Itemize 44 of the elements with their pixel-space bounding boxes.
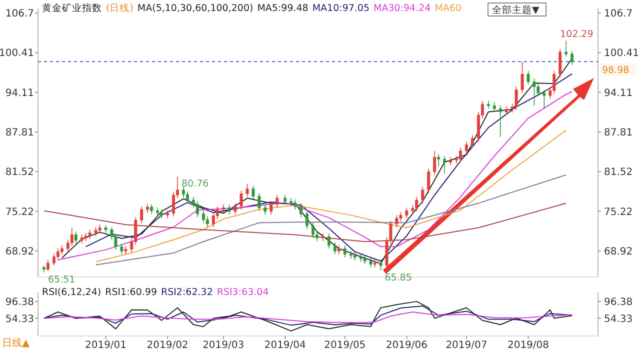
series-label: RSI1:60.99 — [105, 287, 157, 298]
annotation: 全部主题▼ — [492, 4, 540, 16]
y-tick-label: 106.7 — [5, 8, 34, 20]
y2-tick-label: 81.52 — [604, 167, 633, 178]
y-tick-label: 68.92 — [5, 246, 34, 258]
y2-tick-label: 96.38 — [604, 296, 633, 308]
x-tick-label: 2019/03 — [202, 340, 244, 350]
series-label: RSI2:62.32 — [160, 287, 213, 298]
y2-tick-label: 68.92 — [604, 246, 633, 258]
x-tick-label: 2019/06 — [386, 340, 428, 350]
y2-tick-label: 54.33 — [604, 314, 633, 325]
x-tick-label: 2019/07 — [446, 340, 488, 350]
ref-line-label: 98.98 — [602, 65, 630, 76]
y-tick-label: 75.22 — [5, 206, 34, 218]
x-tick-label: 2019/04 — [264, 340, 306, 350]
y-tick-label: 94.11 — [5, 88, 34, 99]
y-tick-label: 81.52 — [5, 167, 34, 178]
annotation: MA(5,10,30,60,100,200) — [137, 3, 254, 14]
y-tick-label: 100.41 — [0, 48, 34, 60]
x-tick-label: 2019/02 — [146, 340, 188, 350]
chart-title: 黄金矿业指数 — [42, 2, 102, 14]
annotation: 102.29 — [560, 28, 594, 40]
y-tick-label: 87.81 — [5, 127, 34, 138]
x-tick-label: 2019/08 — [507, 340, 550, 350]
y2-tick-label: 94.11 — [604, 88, 633, 99]
annotation: 65.85 — [384, 272, 412, 284]
annotation: 65.51 — [48, 274, 76, 286]
text: MA30:94.24 — [374, 3, 431, 14]
y2-tick-label: 87.81 — [604, 127, 633, 138]
chart-subtitle: (日线) — [106, 2, 134, 14]
y2-tick-label: 106.7 — [604, 8, 633, 20]
x-tick-label: 2019/01 — [84, 340, 127, 350]
text: MA60 — [434, 3, 462, 14]
y-tick-label: 54.33 — [5, 314, 34, 325]
text: MA5:99.48 — [257, 3, 308, 14]
text: 日线▲ — [2, 337, 30, 349]
y2-tick-label: 100.41 — [604, 48, 639, 60]
text: RSI3:63.04 — [216, 287, 269, 298]
annotation: 80.76 — [182, 178, 209, 190]
chart-title: RSI(6,12,24) — [42, 287, 102, 298]
y2-tick-label: 75.22 — [604, 206, 633, 218]
x-tick-label: 2019/05 — [324, 340, 366, 350]
y-tick-label: 96.38 — [5, 296, 34, 308]
text: MA10:97.05 — [312, 3, 370, 14]
